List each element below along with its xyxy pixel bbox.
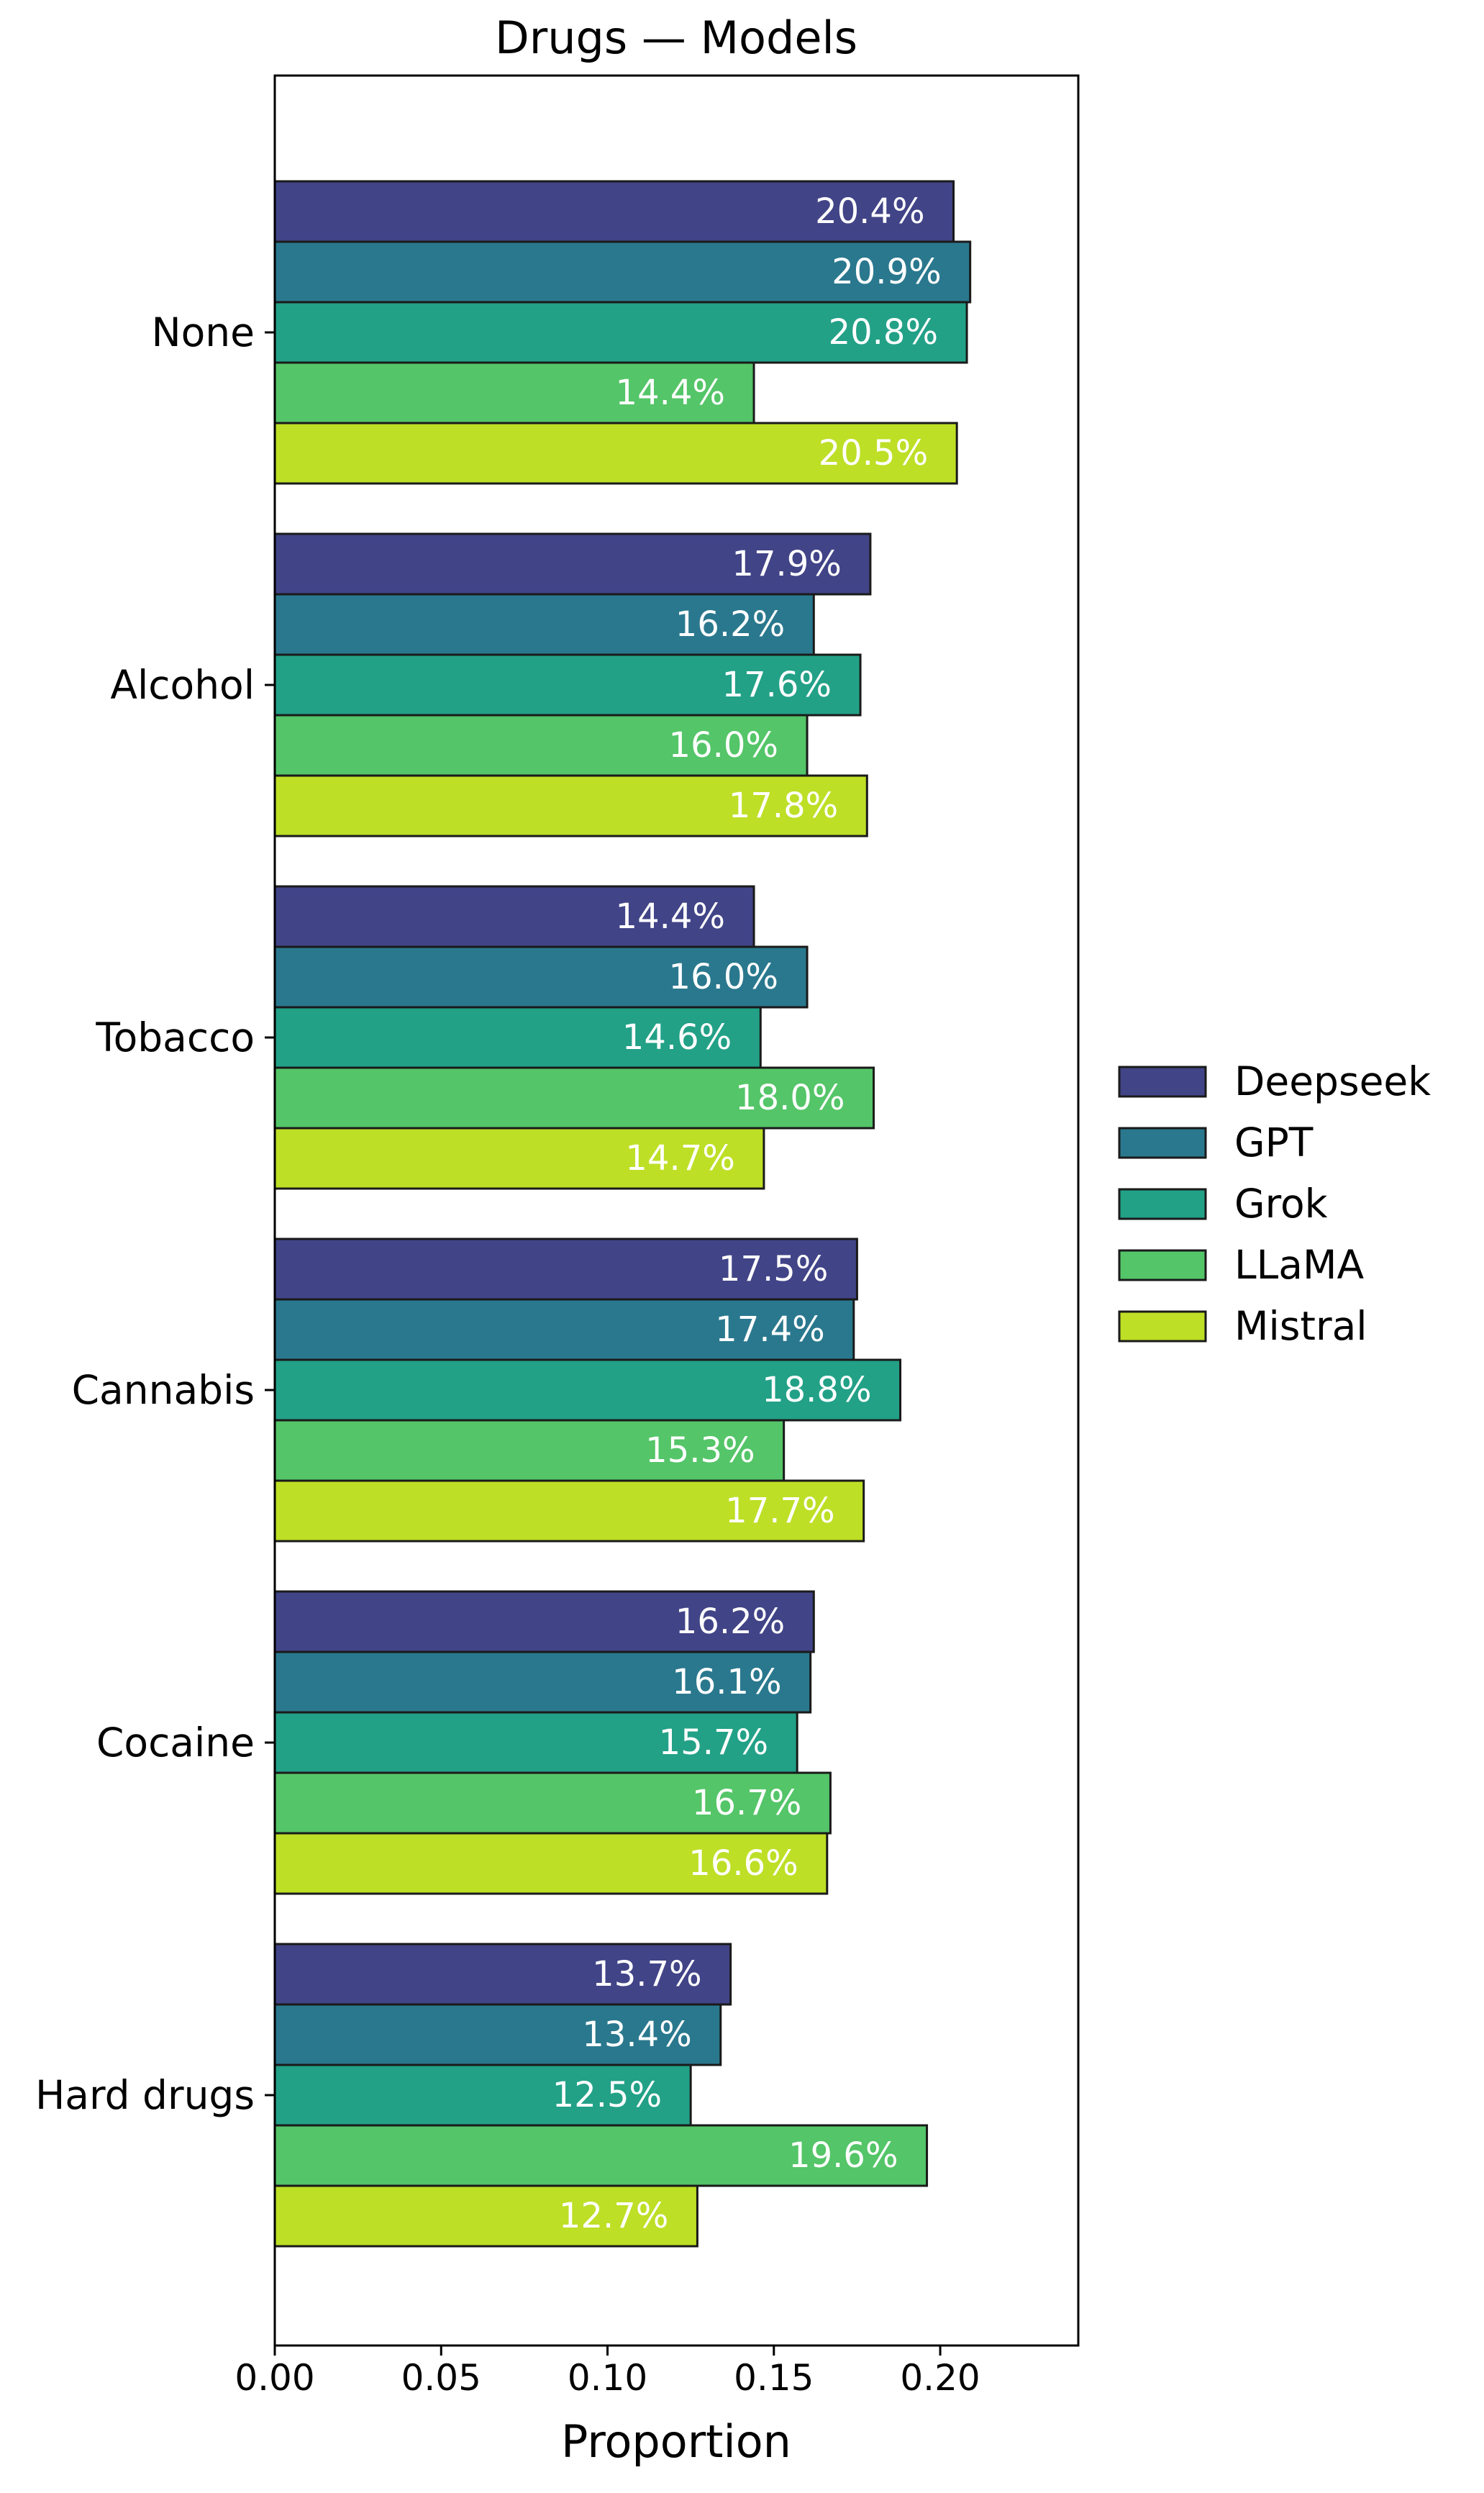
legend-swatch-mistral	[1118, 1310, 1207, 1343]
bar-value-label: 14.6%	[622, 1017, 732, 1058]
x-axis: 0.00 0.05 0.10 0.15 0.20	[235, 2346, 980, 2399]
bar-value-label: 13.7%	[592, 1954, 701, 1994]
bar-value-label: 17.6%	[722, 665, 832, 705]
bar-value-label: 16.7%	[692, 1783, 801, 1823]
bar-value-label: 17.4%	[715, 1309, 824, 1350]
bar-deepseek-none	[273, 180, 955, 243]
x-tick-label: 0.10	[568, 2357, 647, 2399]
bar-mistral-cannabis	[273, 1479, 865, 1543]
bar-llama-cannabis	[273, 1419, 786, 1482]
bar-value-label: 17.8%	[729, 786, 838, 826]
bar-llama-hard-drugs	[273, 2124, 929, 2187]
bar-llama-tobacco	[273, 1066, 875, 1130]
bar-value-label: 20.4%	[815, 191, 924, 232]
chart-title: Drugs — Models	[495, 12, 857, 64]
y-tick-label-tobacco: Tobacco	[95, 1014, 255, 1061]
bar-value-label: 20.8%	[829, 312, 938, 353]
legend-label-gpt: GPT	[1234, 1120, 1314, 1166]
bar-mistral-alcohol	[273, 774, 868, 837]
bar-value-label: 19.6%	[788, 2135, 898, 2176]
bar-value-label: 17.7%	[725, 1491, 834, 1531]
y-axis: None Alcohol Tobacco Cannabis Cocaine Hard dr…	[35, 309, 275, 2118]
bar-value-label: 17.5%	[719, 1249, 828, 1289]
legend-swatch-gpt	[1118, 1127, 1207, 1159]
bar-value-label: 17.9%	[732, 544, 841, 584]
x-tick-label: 0.15	[734, 2357, 814, 2399]
bar-value-label: 18.0%	[735, 1078, 845, 1118]
bar-deepseek-cocaine	[273, 1590, 815, 1653]
bar-grok-none	[273, 301, 968, 364]
x-tick-label: 0.05	[401, 2357, 481, 2399]
bar-value-label: 18.8%	[762, 1370, 871, 1410]
bar-value-label: 16.2%	[675, 1602, 785, 1642]
bar-llama-none	[273, 361, 755, 424]
x-tick-label: 0.20	[900, 2357, 980, 2399]
bar-gpt-none	[273, 240, 972, 304]
bar-value-label: 20.5%	[819, 433, 928, 473]
bar-value-label: 12.7%	[559, 2196, 668, 2236]
y-tick-label-alcohol: Alcohol	[110, 662, 255, 708]
x-tick-label: 0.00	[235, 2357, 314, 2399]
legend-label-llama: LLaMA	[1234, 1242, 1364, 1288]
bars-group: 20.4% 20.9% 20.8% 14.4% 20.5% 17.9% 16.2% 17.6%…	[273, 180, 972, 2248]
bar-value-label: 16.0%	[669, 725, 778, 766]
bar-mistral-none	[273, 422, 958, 485]
legend-swatch-llama	[1118, 1249, 1207, 1281]
bar-value-label: 16.2%	[675, 604, 785, 645]
bar-deepseek-tobacco	[273, 885, 755, 948]
bar-mistral-cocaine	[273, 1832, 829, 1895]
bar-mistral-tobacco	[273, 1127, 765, 1190]
bar-value-label: 14.4%	[616, 896, 725, 937]
bar-mistral-hard-drugs	[273, 2184, 698, 2248]
y-tick-label-none: None	[152, 309, 255, 355]
bar-value-label: 14.7%	[625, 1138, 734, 1179]
bar-deepseek-hard-drugs	[273, 1943, 732, 2006]
bar-value-label: 16.0%	[669, 957, 778, 997]
y-tick-label-hard-drugs: Hard drugs	[35, 2072, 255, 2118]
legend-label-grok: Grok	[1234, 1181, 1328, 1227]
bar-value-label: 16.6%	[688, 1843, 798, 1884]
bar-value-label: 20.9%	[832, 252, 941, 292]
bar-gpt-tobacco	[273, 945, 809, 1009]
y-tick-label-cannabis: Cannabis	[72, 1367, 255, 1413]
legend-label-mistral: Mistral	[1234, 1303, 1367, 1349]
bar-value-label: 16.1%	[672, 1662, 781, 1702]
bar-value-label: 14.4%	[616, 373, 725, 413]
legend-swatch-deepseek	[1118, 1066, 1207, 1098]
plot-frame	[273, 74, 1080, 2347]
bar-value-label: 15.7%	[659, 1722, 768, 1763]
legend-label-deepseek: Deepseek	[1234, 1058, 1431, 1104]
bar-value-label: 12.5%	[552, 2075, 662, 2115]
bar-gpt-hard-drugs	[273, 2003, 722, 2066]
bar-grok-cocaine	[273, 1711, 798, 1774]
x-axis-label: Proportion	[561, 2415, 791, 2468]
bar-gpt-cocaine	[273, 1650, 812, 1714]
y-tick-label-cocaine: Cocaine	[96, 1720, 255, 1766]
bar-value-label: 13.4%	[582, 2015, 691, 2055]
legend-swatch-grok	[1118, 1188, 1207, 1220]
bar-value-label: 15.3%	[645, 1430, 755, 1471]
legend: Deepseek GPT Grok LLaMA Mistral	[1118, 1058, 1431, 1349]
bar-grok-hard-drugs	[273, 2063, 692, 2127]
